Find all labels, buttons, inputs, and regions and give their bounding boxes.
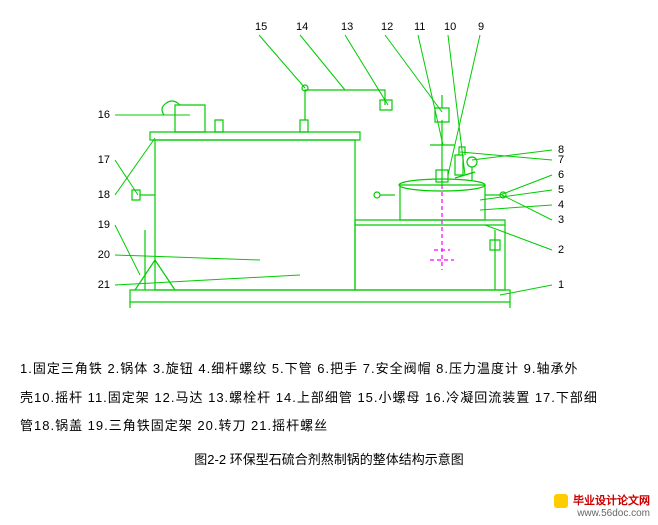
svg-text:14: 14 xyxy=(296,21,308,33)
labels-left: 16 17 18 19 20 21 xyxy=(98,109,110,291)
svg-text:16: 16 xyxy=(98,109,110,121)
watermark-icon xyxy=(554,494,568,508)
svg-text:3: 3 xyxy=(558,214,564,226)
svg-text:7: 7 xyxy=(558,154,564,166)
svg-text:9: 9 xyxy=(478,21,484,33)
svg-text:20: 20 xyxy=(98,249,110,261)
svg-text:18: 18 xyxy=(98,189,110,201)
labels-right: 8 7 6 5 4 3 2 1 xyxy=(558,144,564,291)
svg-text:21: 21 xyxy=(98,279,110,291)
svg-text:10: 10 xyxy=(444,21,456,33)
svg-text:2: 2 xyxy=(558,244,564,256)
diagram-container: 15 14 13 12 11 10 9 16 17 18 19 20 21 8 … xyxy=(0,0,658,340)
svg-text:15: 15 xyxy=(255,21,267,33)
watermark-link: www.56doc.com xyxy=(554,508,650,519)
legend-line-2: 壳10.摇杆 11.固定架 12.马达 13.螺栓杆 14.上部细管 15.小螺… xyxy=(20,384,638,413)
legend-line-1: 1.固定三角铁 2.锅体 3.旋钮 4.细杆螺纹 5.下管 6.把手 7.安全阀… xyxy=(20,355,638,384)
svg-text:19: 19 xyxy=(98,219,110,231)
svg-text:12: 12 xyxy=(381,21,393,33)
svg-text:13: 13 xyxy=(341,21,353,33)
svg-text:4: 4 xyxy=(558,199,564,211)
schematic-svg: 15 14 13 12 11 10 9 16 17 18 19 20 21 8 … xyxy=(0,0,658,340)
svg-text:5: 5 xyxy=(558,184,564,196)
svg-text:11: 11 xyxy=(414,21,425,33)
legend-line-3: 管18.锅盖 19.三角铁固定架 20.转刀 21.摇杆螺丝 xyxy=(20,412,638,441)
svg-text:1: 1 xyxy=(558,279,564,291)
svg-text:17: 17 xyxy=(98,154,110,166)
figure-caption: 图2-2 环保型石硫合剂熬制锅的整体结构示意图 xyxy=(20,449,638,468)
legend-block: 1.固定三角铁 2.锅体 3.旋钮 4.细杆螺纹 5.下管 6.把手 7.安全阀… xyxy=(20,355,638,468)
watermark-text: 毕业设计论文网 xyxy=(573,495,650,507)
labels-top: 15 14 13 12 11 10 9 xyxy=(255,21,484,33)
watermark: 毕业设计论文网 www.56doc.com xyxy=(554,492,650,519)
svg-text:6: 6 xyxy=(558,169,564,181)
